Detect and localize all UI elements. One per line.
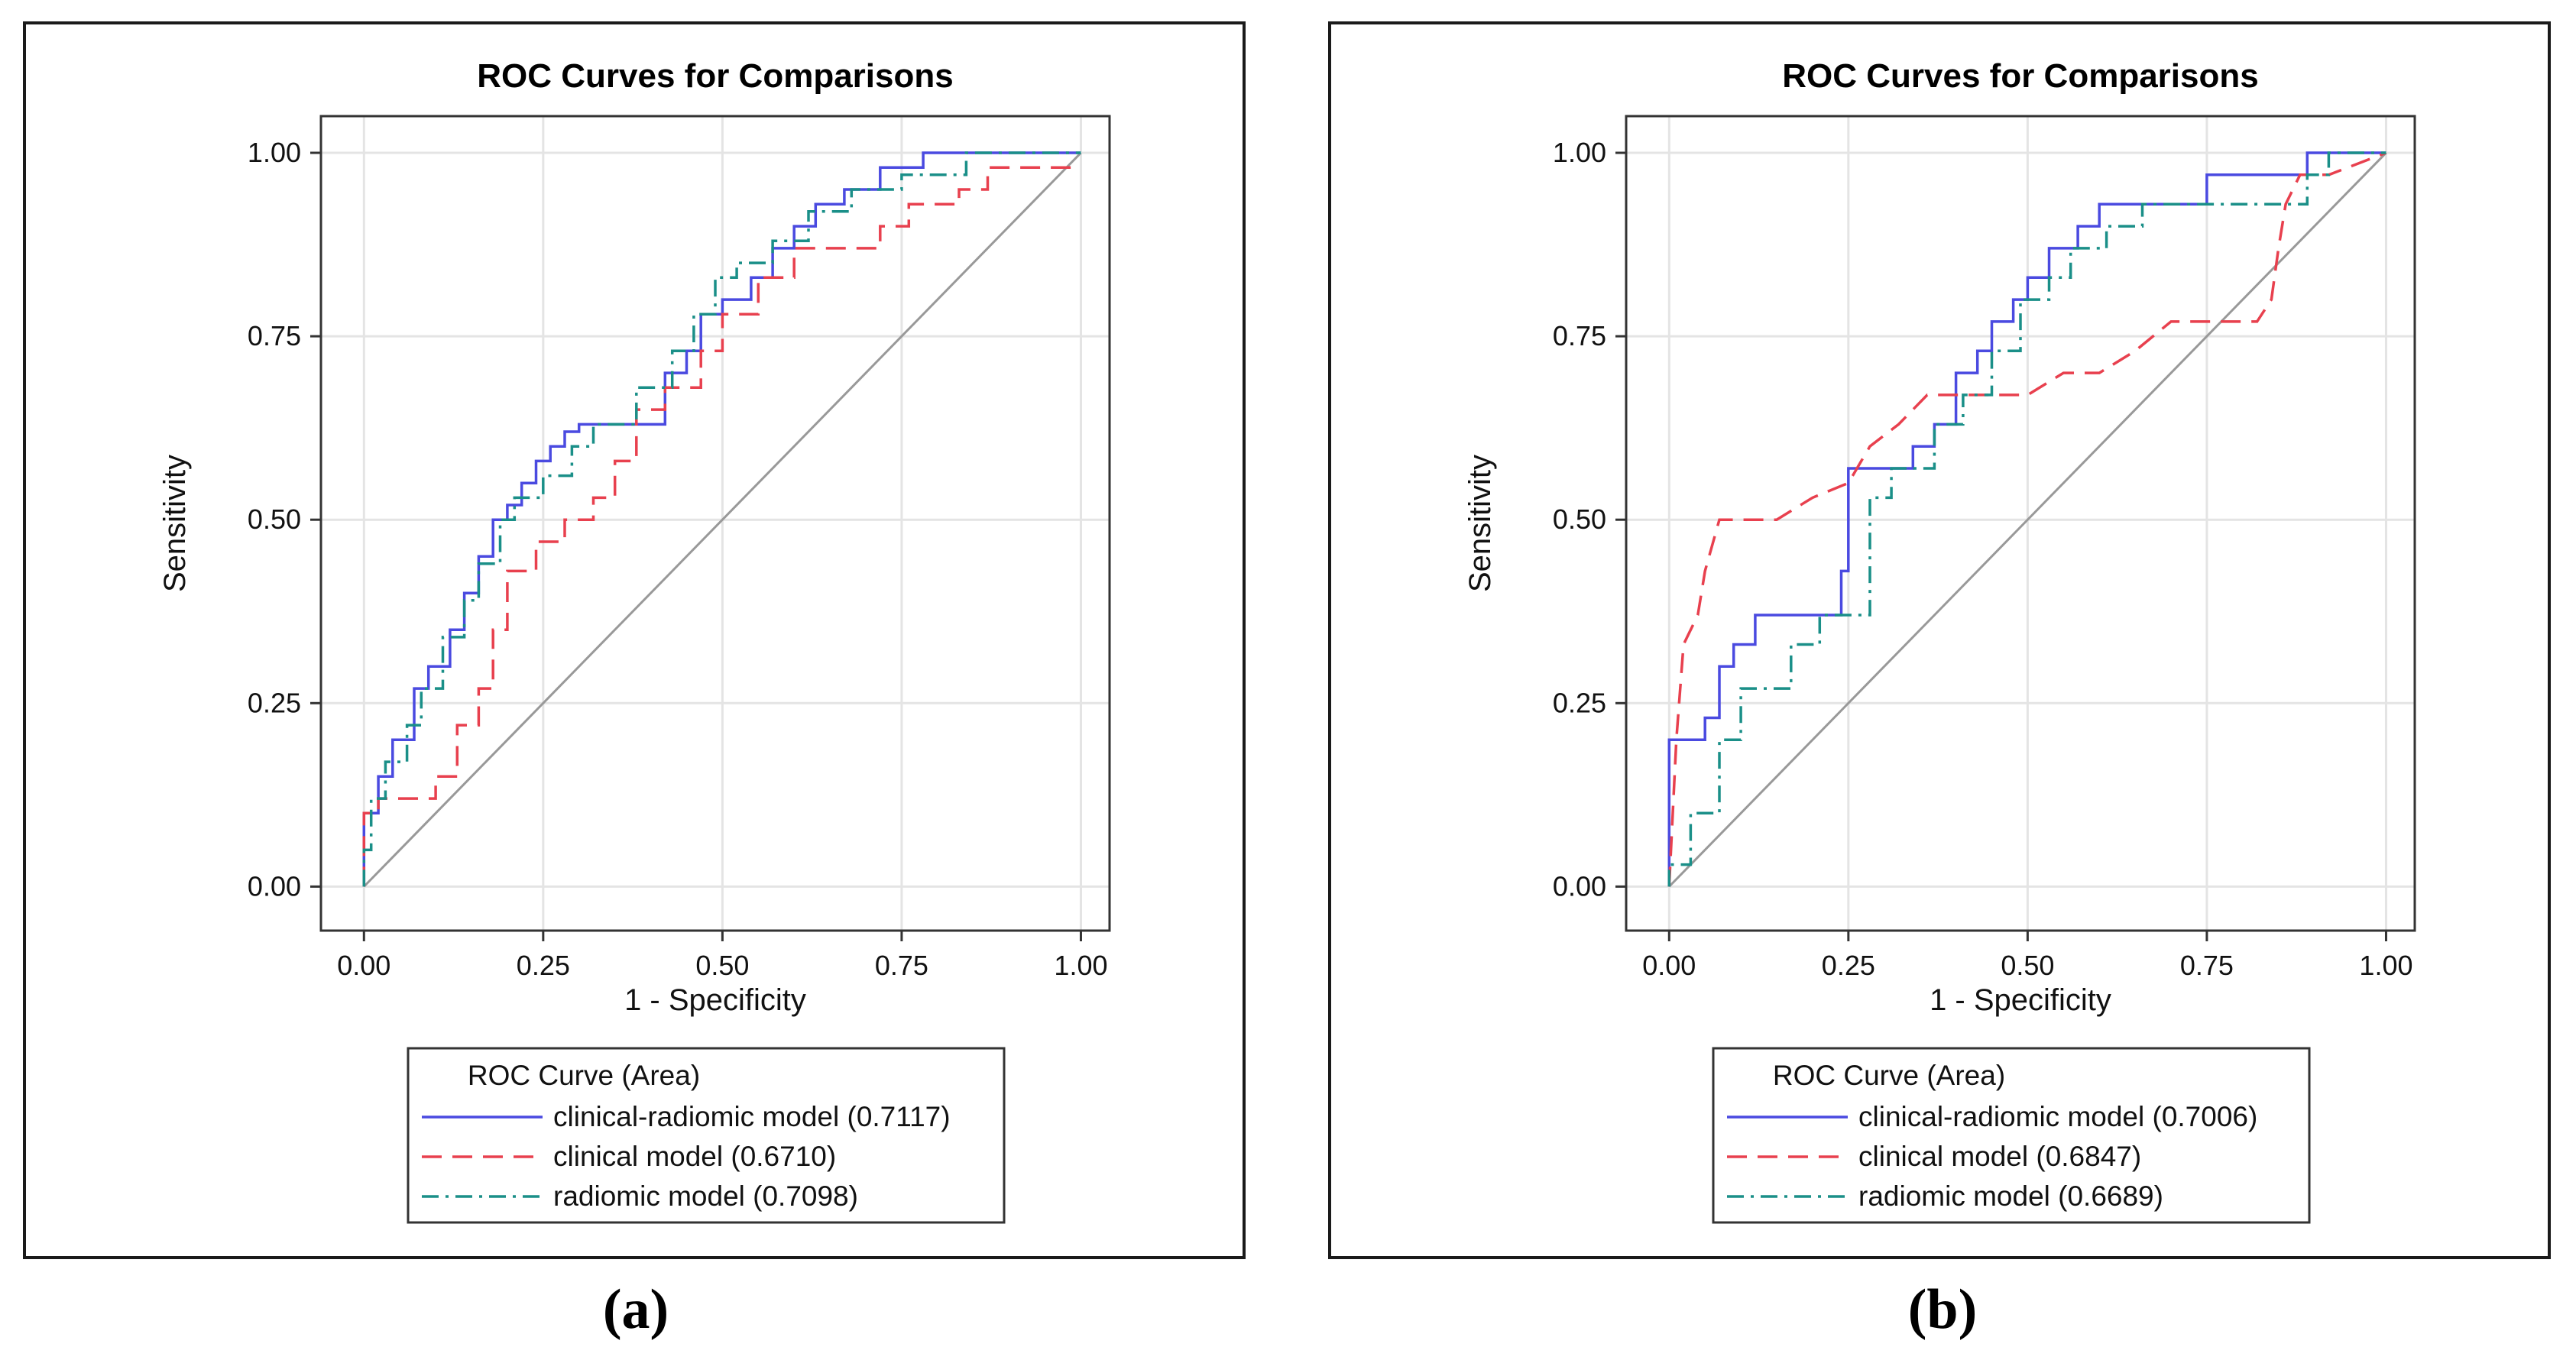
series-line-radiomic-model bbox=[1667, 151, 2386, 887]
legend-entry-label: clinical model (0.6847) bbox=[1858, 1141, 2141, 1172]
y-tick-label: 0.50 bbox=[248, 504, 301, 535]
y-tick-label: 0.25 bbox=[248, 687, 301, 718]
y-tick-label: 1.00 bbox=[1553, 137, 1606, 168]
legend-title: ROC Curve (Area) bbox=[1773, 1060, 2005, 1091]
chart-title: ROC Curves for Comparisons bbox=[1782, 57, 2258, 95]
x-axis-label: 1 - Specificity bbox=[624, 983, 806, 1017]
y-tick-label: 1.00 bbox=[248, 137, 301, 168]
reference-diagonal-line bbox=[363, 151, 1082, 888]
series-line-clinical-radiomic-model bbox=[362, 151, 1081, 887]
x-tick-label: 0.00 bbox=[1642, 950, 1696, 981]
chart-title: ROC Curves for Comparisons bbox=[477, 57, 953, 95]
legend-entry-label: radiomic model (0.6689) bbox=[1858, 1180, 2163, 1212]
x-tick-label: 0.25 bbox=[1822, 950, 1875, 981]
x-tick-label: 0.25 bbox=[517, 950, 570, 981]
series-line-clinical-model bbox=[1667, 151, 2387, 887]
x-tick-label: 1.00 bbox=[2359, 950, 2412, 981]
panel-label-a: (a) bbox=[602, 1278, 669, 1341]
y-axis-label: Sensitivity bbox=[158, 455, 192, 592]
y-axis-label: Sensitivity bbox=[1463, 455, 1497, 592]
y-tick-label: 0.25 bbox=[1553, 687, 1606, 718]
roc-panel-b: ROC Curves for Comparisons 0.00 0.25 0.50 0.… bbox=[1328, 21, 2551, 1259]
roc-chart-a: ROC Curves for Comparisons 0.00 0.25 0.50 0.… bbox=[158, 57, 1111, 1224]
y-tick-label: 0.75 bbox=[1553, 320, 1606, 351]
roc-panel-a: ROC Curves for Comparisons 0.00 0.25 0.50 0.… bbox=[23, 21, 1246, 1259]
series-line-radiomic-model bbox=[362, 151, 1081, 887]
x-tick-label: 0.50 bbox=[695, 950, 749, 981]
x-tick-label: 0.75 bbox=[2180, 950, 2234, 981]
legend-entry-label: radiomic model (0.7098) bbox=[553, 1180, 858, 1212]
x-tick-label: 0.00 bbox=[337, 950, 390, 981]
x-tick-label: 0.75 bbox=[875, 950, 928, 981]
y-tick-label: 0.00 bbox=[248, 870, 301, 902]
y-tick-label: 0.50 bbox=[1553, 504, 1606, 535]
legend-box bbox=[1712, 1047, 2311, 1224]
plot-frame bbox=[319, 115, 1111, 932]
x-tick-label: 0.50 bbox=[2001, 950, 2054, 981]
panel-label-b: (b) bbox=[1907, 1278, 1978, 1341]
legend-title: ROC Curve (Area) bbox=[468, 1060, 700, 1091]
x-axis-label: 1 - Specificity bbox=[1930, 983, 2111, 1017]
plot-frame bbox=[1625, 115, 2416, 932]
roc-chart-b: ROC Curves for Comparisons 0.00 0.25 0.50 0.… bbox=[1463, 57, 2416, 1224]
legend-box bbox=[407, 1047, 1006, 1224]
legend-entry-label: clinical-radiomic model (0.7006) bbox=[1858, 1101, 2257, 1132]
y-tick-label: 0.75 bbox=[248, 320, 301, 351]
reference-diagonal-line bbox=[1668, 151, 2387, 888]
series-line-clinical-model bbox=[362, 166, 1081, 887]
series-line-clinical-radiomic-model bbox=[1667, 151, 2386, 887]
y-tick-label: 0.00 bbox=[1553, 870, 1606, 902]
legend-entry-label: clinical model (0.6710) bbox=[553, 1141, 836, 1172]
legend-entry-label: clinical-radiomic model (0.7117) bbox=[553, 1101, 951, 1132]
x-tick-label: 1.00 bbox=[1054, 950, 1107, 981]
